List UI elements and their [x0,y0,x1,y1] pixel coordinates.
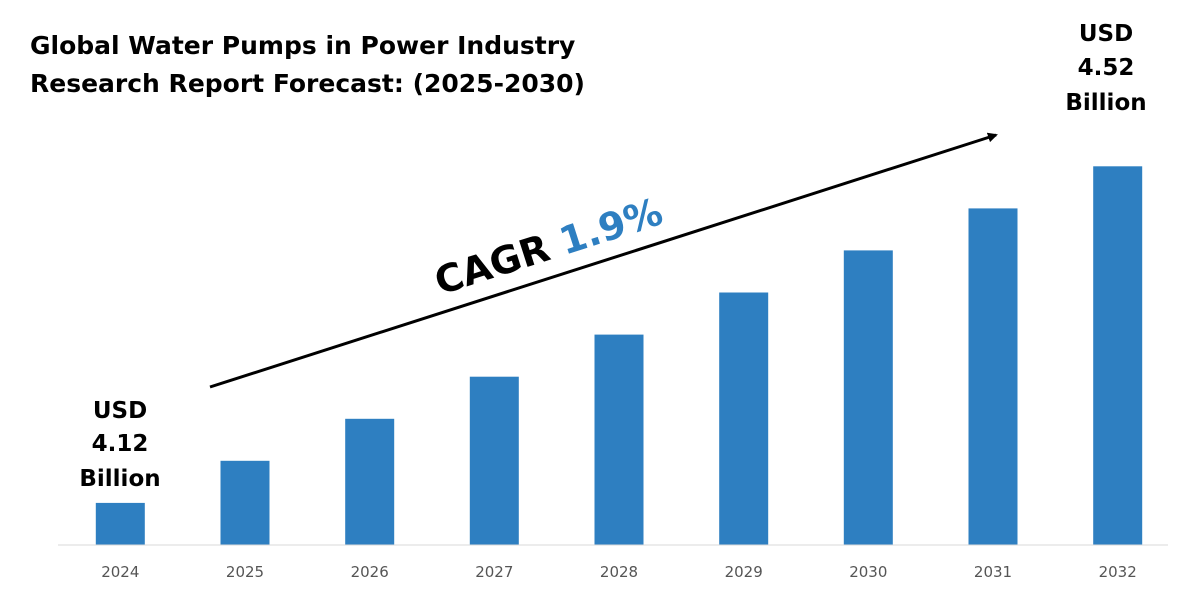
start-value-label: USD 4.12 Billion [79,398,160,492]
bar-2031 [968,208,1018,545]
x-tick-label-2032: 2032 [1099,563,1137,581]
growth-trend-arrow [209,132,998,389]
cagr-annotation: CAGR 1.9% [429,189,668,303]
x-tick-label-2030: 2030 [849,563,887,581]
bar-2024 [95,502,145,545]
x-tick-label-2024: 2024 [101,563,139,581]
start-label-currency: USD [93,398,147,424]
start-label-unit: Billion [79,466,160,492]
end-label-amount: 4.52 [1078,55,1135,81]
cagr-label: CAGR [429,222,567,304]
bar-2029 [719,292,769,545]
x-tick-label-2029: 2029 [725,563,763,581]
start-label-amount: 4.12 [92,431,149,457]
bar-2026 [345,418,395,545]
end-value-label: USD 4.52 Billion [1065,21,1146,116]
cagr-value: 1.9% [554,189,668,263]
bar-2028 [594,334,644,545]
x-tick-labels: 2024 2025 2026 2027 2028 2029 2030 2031 2032 [101,563,1137,581]
end-label-currency: USD [1079,21,1133,47]
x-tick-label-2028: 2028 [600,563,638,581]
x-tick-label-2025: 2025 [226,563,264,581]
x-tick-label-2027: 2027 [475,563,513,581]
bars-layer [95,166,1143,546]
end-label-unit: Billion [1065,90,1146,116]
chart-title-line-2: Research Report Forecast: (2025-2030) [30,69,585,98]
chart-title-line-1: Global Water Pumps in Power Industry [30,31,575,60]
bar-2025 [220,460,270,545]
bar-2027 [469,376,519,545]
bar-2030 [843,250,893,545]
x-tick-label-2031: 2031 [974,563,1012,581]
bar-2032 [1093,166,1143,546]
x-tick-label-2026: 2026 [351,563,389,581]
